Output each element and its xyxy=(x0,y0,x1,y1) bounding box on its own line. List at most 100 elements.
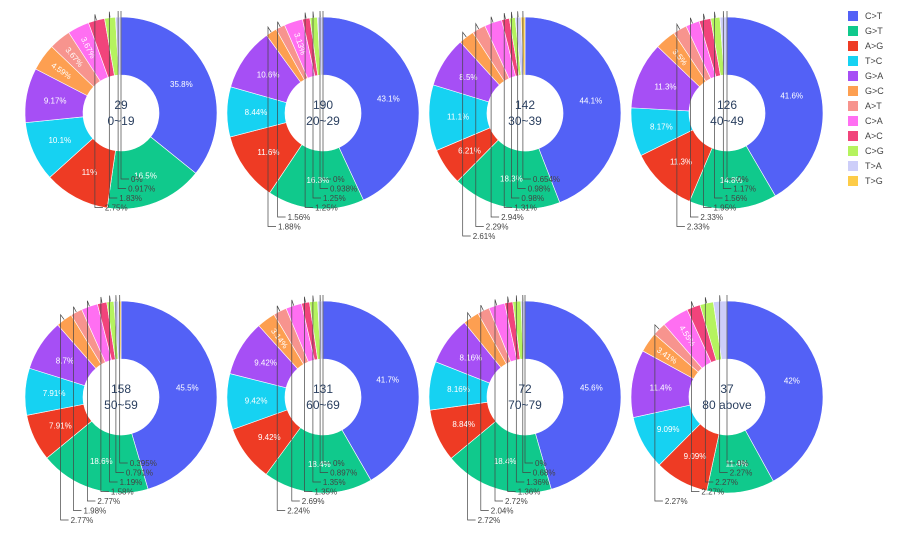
slice-label-outside: 1.36% xyxy=(518,488,541,497)
slice-label-outside: 0.395% xyxy=(130,459,157,468)
slice-label: 16.3% xyxy=(306,176,329,185)
leader-line xyxy=(304,12,314,208)
legend-item-G>T[interactable]: G>T xyxy=(848,23,900,38)
slice-label: 11.3% xyxy=(654,82,676,91)
slice-label-outside: 2.27% xyxy=(730,469,753,478)
slice-label-outside: 0% xyxy=(333,459,345,468)
center-age-group: 50~59 xyxy=(104,398,138,412)
slice-label: 11.3% xyxy=(670,158,692,167)
slice-label-outside: 0.938% xyxy=(330,185,357,194)
legend-label: T>C xyxy=(865,55,883,66)
leader-line xyxy=(511,11,520,199)
legend-label: A>G xyxy=(865,40,884,51)
leader-line xyxy=(322,295,331,464)
leader-line xyxy=(117,10,127,189)
slice-label: 45.5% xyxy=(176,384,199,393)
slice-label-outside: 0.917% xyxy=(128,185,155,194)
leader-line xyxy=(462,31,471,237)
slice-label: 16.5% xyxy=(134,171,157,180)
legend-item-G>C[interactable]: G>C xyxy=(848,83,900,98)
slice-label-outside: 2.69% xyxy=(302,497,325,506)
legend-item-T>A[interactable]: T>A xyxy=(848,158,900,173)
slice-label: 11.1% xyxy=(447,113,469,122)
legend-item-A>T[interactable]: A>T xyxy=(848,98,900,113)
legend-swatch xyxy=(848,100,858,111)
leader-line xyxy=(719,295,728,473)
center-count: 142 xyxy=(515,98,535,112)
legend-item-T>G[interactable]: T>G xyxy=(848,173,900,188)
legend-item-A>C[interactable]: A>C xyxy=(848,128,900,143)
leader-line xyxy=(94,14,103,208)
slice-label-outside: 2.24% xyxy=(287,507,310,516)
leader-line xyxy=(322,11,331,180)
leader-line xyxy=(517,11,526,189)
slice-label: 42% xyxy=(784,376,800,385)
leader-line xyxy=(467,311,476,521)
leader-line xyxy=(87,300,96,502)
slice-G>T xyxy=(265,427,372,494)
center-count: 131 xyxy=(313,382,333,396)
leader-line xyxy=(494,299,503,502)
legend-swatch xyxy=(848,10,858,21)
legend-swatch xyxy=(848,40,858,51)
slice-label: 8.17% xyxy=(650,123,673,132)
legend: C>T G>T A>G T>C G>A G>C A>T C>A A>C C>G T>A T>G xyxy=(848,8,900,188)
slice-G>T xyxy=(450,420,552,494)
legend-label: A>C xyxy=(865,130,883,141)
slice-label: 9.42% xyxy=(258,433,281,442)
center-count: 29 xyxy=(114,98,128,112)
slice-G>T xyxy=(269,144,364,210)
slice-label-outside: 1.56% xyxy=(725,194,748,203)
leader-line xyxy=(119,294,128,464)
legend-item-C>G[interactable]: C>G xyxy=(848,143,900,158)
legend-item-C>A[interactable]: C>A xyxy=(848,113,900,128)
leader-line xyxy=(291,299,300,502)
slice-label: 18.4% xyxy=(494,457,517,466)
center-count: 126 xyxy=(717,98,737,112)
leader-line xyxy=(109,295,118,483)
leader-line xyxy=(522,10,531,180)
slice-C>T xyxy=(726,16,824,197)
slice-G>T xyxy=(457,139,561,210)
leader-line xyxy=(524,295,533,464)
leader-line xyxy=(115,295,124,473)
leader-line xyxy=(60,313,69,521)
slice-label-outside: 1.31% xyxy=(514,204,537,213)
legend-item-G>A[interactable]: G>A xyxy=(848,68,900,83)
donut-chart-3: 44.1%18.3%6.21%11.1%8.5%2.61%2.29%2.94%1… xyxy=(428,10,622,241)
slice-label: 9.42% xyxy=(254,358,277,367)
slice-label-outside: 0.98% xyxy=(521,194,544,203)
legend-item-T>C[interactable]: T>C xyxy=(848,53,900,68)
slice-label: 11.6% xyxy=(257,148,279,157)
legend-label: G>A xyxy=(865,70,884,81)
slice-label-outside: 2.33% xyxy=(687,223,710,232)
slice-label-outside: 0% xyxy=(737,459,749,468)
center-count: 190 xyxy=(313,98,333,112)
slice-label-outside: 1.56% xyxy=(288,213,311,222)
legend-swatch xyxy=(848,55,858,66)
donut-chart-6: 41.7%18.4%9.42%9.42%9.42%3.14%2.24%2.69%… xyxy=(226,294,420,516)
slice-label-outside: 0% xyxy=(131,175,143,184)
leader-line xyxy=(714,11,723,199)
legend-swatch xyxy=(848,130,858,141)
legend-swatch xyxy=(848,70,858,81)
legend-label: C>G xyxy=(865,145,884,156)
slice-label: 7.91% xyxy=(43,389,66,398)
slice-label: 8.5% xyxy=(459,73,477,82)
legend-swatch xyxy=(848,85,858,96)
slice-label: 8.84% xyxy=(452,420,475,429)
slice-label-outside: 1.95% xyxy=(714,204,737,213)
legend-item-A>G[interactable]: A>G xyxy=(848,38,900,53)
slice-label: 9.17% xyxy=(44,97,67,106)
slice-label: 44.1% xyxy=(580,97,603,106)
slice-label: 8.44% xyxy=(245,108,268,117)
leader-line xyxy=(73,306,82,511)
legend-swatch xyxy=(848,145,858,156)
slice-label-outside: 2.77% xyxy=(71,516,94,525)
leader-line xyxy=(475,22,484,227)
leader-line xyxy=(480,304,489,511)
slice-label-outside: 0% xyxy=(737,175,749,184)
legend-label: T>G xyxy=(865,175,883,186)
legend-item-C>T[interactable]: C>T xyxy=(848,8,900,23)
